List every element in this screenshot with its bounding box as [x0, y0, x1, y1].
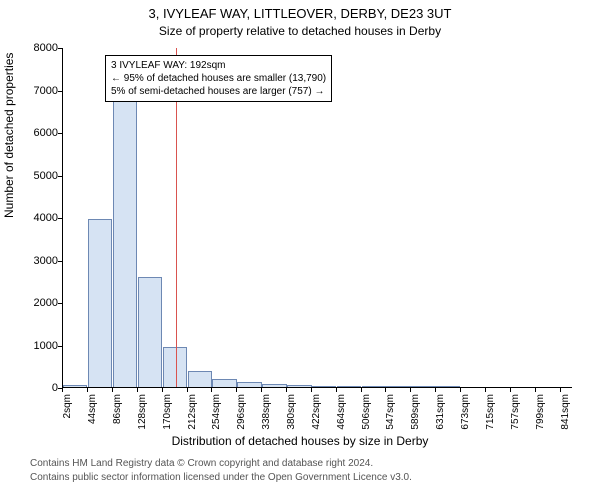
y-tick-label: 6000 [34, 127, 58, 139]
histogram-bar [212, 379, 236, 387]
y-tick-label: 5000 [34, 170, 58, 182]
x-tick-label: 506sqm [361, 394, 372, 434]
x-tick-label: 673sqm [460, 394, 471, 434]
histogram-bar [88, 219, 112, 387]
x-tick-mark [485, 388, 486, 392]
x-tick-mark [410, 388, 411, 392]
y-tick-label: 4000 [34, 212, 58, 224]
x-tick-mark [261, 388, 262, 392]
histogram-bar [411, 386, 435, 387]
x-tick-mark [162, 388, 163, 392]
histogram-bar [386, 386, 410, 387]
y-tick-label: 2000 [34, 297, 58, 309]
x-tick-label: 2sqm [62, 394, 73, 434]
y-tick-label: 3000 [34, 255, 58, 267]
x-tick-label: 841sqm [560, 394, 571, 434]
x-tick-label: 715sqm [485, 394, 496, 434]
y-tick-label: 1000 [34, 340, 58, 352]
x-tick-mark [336, 388, 337, 392]
y-tick-label: 7000 [34, 85, 58, 97]
x-tick-label: 44sqm [87, 394, 98, 434]
x-tick-mark [137, 388, 138, 392]
x-tick-label: 380sqm [286, 394, 297, 434]
x-tick-mark [236, 388, 237, 392]
x-tick-label: 128sqm [137, 394, 148, 434]
x-tick-label: 296sqm [236, 394, 247, 434]
histogram-bar [63, 385, 87, 387]
x-axis-label: Distribution of detached houses by size … [0, 434, 600, 448]
x-tick-label: 212sqm [187, 394, 198, 434]
x-tick-label: 757sqm [510, 394, 521, 434]
x-tick-label: 170sqm [162, 394, 173, 434]
chart-title: 3, IVYLEAF WAY, LITTLEOVER, DERBY, DE23 … [0, 6, 600, 21]
x-tick-mark [535, 388, 536, 392]
x-tick-label: 254sqm [211, 394, 222, 434]
x-tick-mark [211, 388, 212, 392]
x-tick-mark [510, 388, 511, 392]
annotation-line: 5% of semi-detached houses are larger (7… [111, 85, 326, 98]
x-tick-mark [62, 388, 63, 392]
y-axis-label: Number of detached properties [2, 53, 16, 218]
x-tick-mark [460, 388, 461, 392]
annotation-box: 3 IVYLEAF WAY: 192sqm← 95% of detached h… [105, 55, 332, 102]
x-tick-label: 589sqm [410, 394, 421, 434]
x-tick-mark [435, 388, 436, 392]
x-tick-mark [361, 388, 362, 392]
x-tick-label: 338sqm [261, 394, 272, 434]
histogram-bar [237, 382, 261, 387]
histogram-bar [138, 277, 162, 388]
x-tick-label: 547sqm [385, 394, 396, 434]
y-tick-label: 8000 [34, 42, 58, 54]
x-tick-mark [286, 388, 287, 392]
histogram-bar [287, 385, 311, 387]
x-tick-mark [112, 388, 113, 392]
attribution-line2: Contains public sector information licen… [30, 472, 412, 483]
x-tick-label: 464sqm [336, 394, 347, 434]
y-tick-mark [58, 91, 62, 92]
chart-subtitle: Size of property relative to detached ho… [0, 24, 600, 38]
x-tick-mark [311, 388, 312, 392]
x-tick-mark [87, 388, 88, 392]
x-tick-label: 86sqm [112, 394, 123, 434]
histogram-bar [262, 384, 286, 387]
x-tick-mark [187, 388, 188, 392]
y-tick-mark [58, 261, 62, 262]
annotation-line: ← 95% of detached houses are smaller (13… [111, 72, 326, 85]
y-tick-mark [58, 346, 62, 347]
y-tick-mark [58, 48, 62, 49]
y-tick-mark [58, 218, 62, 219]
x-tick-mark [385, 388, 386, 392]
x-tick-label: 631sqm [435, 394, 446, 434]
annotation-line: 3 IVYLEAF WAY: 192sqm [111, 59, 326, 72]
x-tick-mark [560, 388, 561, 392]
histogram-bar [188, 371, 212, 387]
histogram-bar [312, 386, 336, 387]
histogram-bar [113, 100, 137, 387]
x-tick-label: 422sqm [311, 394, 322, 434]
y-tick-mark [58, 133, 62, 134]
histogram-bar [362, 386, 386, 387]
y-tick-mark [58, 303, 62, 304]
histogram-bar [337, 386, 361, 387]
property-size-chart: 3, IVYLEAF WAY, LITTLEOVER, DERBY, DE23 … [0, 0, 600, 500]
attribution-line1: Contains HM Land Registry data © Crown c… [30, 458, 373, 469]
y-tick-mark [58, 176, 62, 177]
histogram-bar [436, 386, 460, 387]
x-tick-label: 799sqm [535, 394, 546, 434]
